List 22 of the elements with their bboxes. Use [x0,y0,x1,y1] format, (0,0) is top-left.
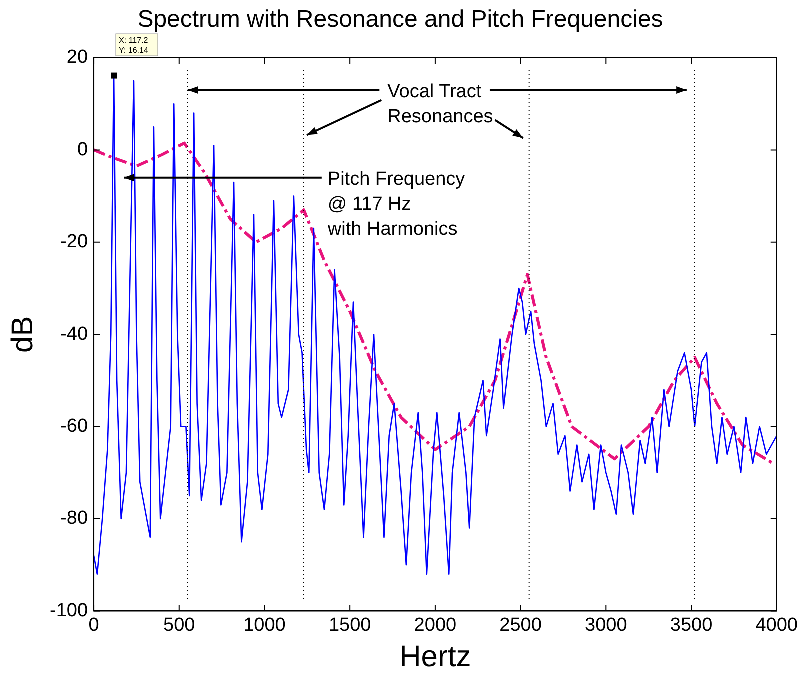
x-tick-label: 3500 [670,614,713,636]
annotation: X: 117.2 Y: 16.14 [119,36,149,55]
y-tick-label: -100 [50,600,88,622]
y-tick-label: -60 [60,416,88,438]
y-tick-label: -40 [60,324,88,345]
annotation: Pitch Frequency @ 117 Hz with Harmonics [326,168,466,240]
chart-title: Spectrum with Resonance and Pitch Frequencies [136,6,664,34]
y-tick-label: 20 [66,47,88,68]
x-tick-label: 500 [164,614,196,636]
y-tick-label: -80 [60,508,88,530]
y-axis-title: dB [6,316,40,353]
x-tick-label: 1000 [244,614,286,636]
x-tick-label: 4000 [756,614,798,636]
x-tick-label: 2000 [414,614,457,636]
x-tick-label: 2500 [500,614,542,636]
annotation: Vocal Tract Resonances [388,81,494,128]
y-tick-label: -20 [60,232,88,253]
y-tick-label: 0 [77,139,88,160]
x-axis-title: Hertz [400,640,472,674]
x-tick-label: 3000 [585,614,628,636]
line-series [94,142,775,466]
x-tick-label: 1500 [328,614,372,636]
